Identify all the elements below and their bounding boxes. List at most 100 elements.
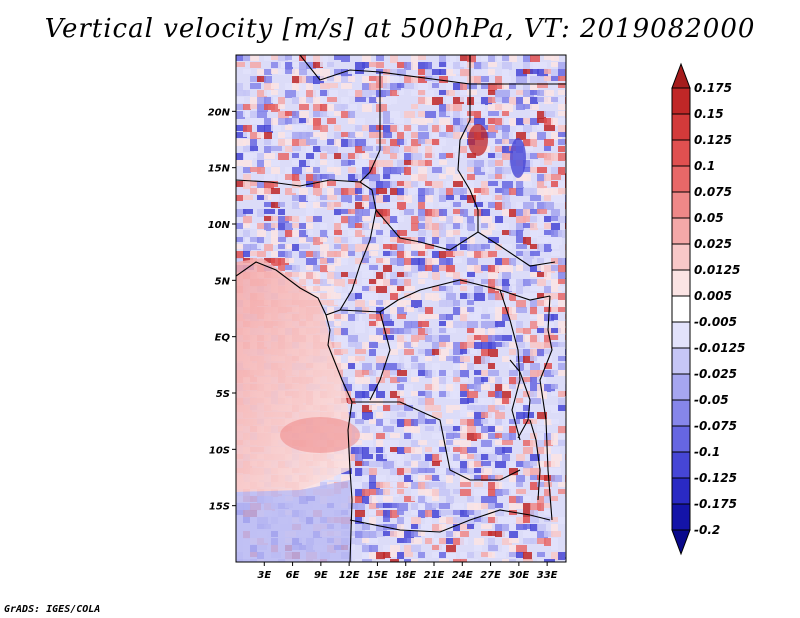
field-cell [362, 286, 371, 291]
field-cell [376, 258, 385, 263]
field-cell [551, 419, 559, 424]
field-cell [439, 510, 446, 516]
field-cell [544, 405, 552, 410]
field-cell [320, 55, 328, 62]
field-cell [383, 517, 390, 522]
field-cell [481, 125, 488, 130]
field-cell [376, 349, 387, 357]
field-cell [390, 447, 398, 452]
field-cell [446, 188, 453, 196]
field-cell [320, 153, 327, 159]
field-cell [516, 454, 525, 461]
field-cell [523, 398, 532, 406]
field-cell [397, 279, 408, 287]
field-cell [432, 454, 442, 462]
field-cell [320, 258, 328, 264]
field-cell [376, 440, 384, 447]
field-cell [516, 377, 527, 384]
field-cell [404, 139, 413, 147]
field-cell [460, 510, 469, 517]
field-cell [432, 230, 441, 238]
field-cell [516, 300, 526, 308]
field-cell [418, 510, 428, 518]
field-cell [278, 111, 289, 119]
field-cell [418, 419, 429, 424]
field-cell [362, 412, 373, 420]
field-cell [390, 300, 401, 308]
field-cell [551, 76, 560, 81]
field-cell [369, 230, 377, 236]
field-cell [376, 433, 385, 439]
field-cell [425, 153, 435, 158]
field-cell [530, 531, 537, 539]
field-cell [390, 468, 401, 476]
colorbar-label: -0.125 [694, 471, 737, 485]
field-cell [376, 370, 385, 377]
field-cell [376, 335, 385, 343]
field-cell [334, 111, 341, 116]
field-cell [327, 111, 337, 116]
field-cell [446, 517, 457, 525]
field-cell [544, 433, 554, 441]
field-cell [320, 230, 328, 238]
field-cell [397, 258, 405, 266]
field-cell [341, 153, 350, 160]
field-cell [418, 118, 427, 126]
field-cell [362, 188, 369, 195]
field-cell [425, 146, 435, 153]
field-cell [446, 111, 457, 116]
field-cell [453, 468, 463, 473]
field-cell [411, 447, 422, 454]
field-cell [355, 209, 363, 216]
field-cell [264, 132, 272, 139]
field-cell [439, 517, 447, 523]
field-cell [460, 307, 469, 315]
field-cell [502, 517, 513, 524]
field-cell [285, 62, 293, 70]
field-cell [390, 174, 400, 181]
field-cell [530, 454, 540, 461]
field-cell [327, 90, 338, 98]
field-cell [502, 139, 509, 144]
field-cell [516, 482, 523, 487]
field-cell [460, 188, 470, 194]
field-cell [383, 419, 392, 425]
field-cell [432, 384, 443, 392]
field-cell [313, 272, 321, 280]
colorbar-boxes [671, 62, 691, 556]
field-cell [488, 69, 495, 75]
field-cell [537, 559, 546, 562]
field-cell [355, 188, 364, 194]
field-cell [418, 363, 425, 370]
field-cell [425, 482, 432, 489]
field-cell [306, 139, 317, 145]
field-cell [502, 356, 513, 362]
field-cell [383, 265, 392, 272]
field-cell [418, 83, 428, 90]
field-cell [495, 258, 502, 266]
field-cell [432, 293, 441, 301]
field-cell [369, 335, 379, 341]
colorbar-label: 0.0125 [694, 263, 740, 277]
field-cell [488, 363, 495, 369]
field-cell [334, 475, 343, 480]
field-cell [397, 237, 406, 243]
field-cell [544, 531, 553, 537]
field-cell [537, 286, 547, 291]
field-cell [355, 559, 362, 562]
field-cell [523, 538, 534, 544]
field-cell [530, 111, 539, 119]
field-cell [502, 419, 512, 426]
field-cell [495, 286, 503, 291]
field-cell [467, 517, 475, 525]
field-cell [558, 83, 565, 88]
field-cell [355, 349, 366, 354]
field-cell [523, 552, 532, 560]
field-cell [390, 433, 400, 438]
field-cell [488, 181, 498, 186]
field-cell [404, 244, 411, 251]
field-cell [355, 125, 363, 131]
field-cell [418, 146, 426, 154]
field-cell [264, 244, 273, 251]
field-cell [537, 461, 546, 467]
